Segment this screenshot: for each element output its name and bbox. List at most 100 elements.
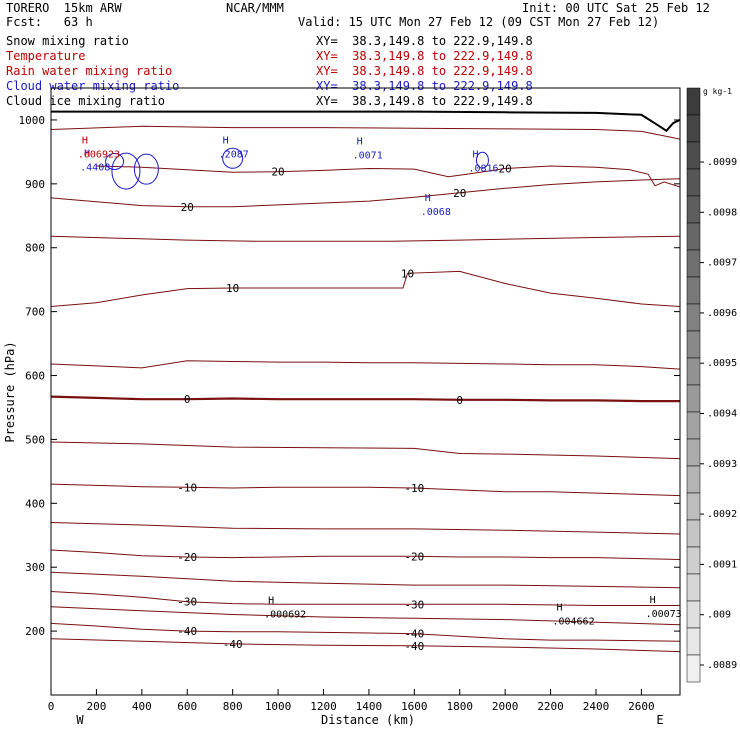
colorbar-swatch [686,519,701,548]
valid-label: Valid: 15 UTC Mon 27 Feb 12 (09 CST Mon … [298,15,660,29]
contour-label: 20 [181,201,194,214]
contour-label: -30 [404,598,424,611]
x-tick-label: 2400 [583,700,610,713]
temperature-contour [50,178,681,208]
x-end-label-east: E [656,713,663,727]
x-tick-label: 2000 [492,700,519,713]
contour-label: 0 [456,394,463,407]
contour-label: -40 [404,640,424,653]
colorbar-swatch [686,303,701,332]
x-tick-label: 1400 [356,700,383,713]
x-tick-label: 1600 [401,700,428,713]
colorbar-swatch [686,438,701,467]
x-tick-label: 400 [132,700,152,713]
contour-label: 20 [453,187,466,200]
x-tick-label: 200 [86,700,106,713]
colorbar-swatch [686,654,701,683]
temperature-contour [50,591,680,606]
x-tick-label: 1800 [446,700,473,713]
temperature-contour [50,606,681,626]
temperature-contour [50,441,681,460]
ice-max-marker: H [556,603,562,614]
cloud-water-value-label: .0816 [468,164,498,175]
x-tick-label: 600 [177,700,197,713]
rain-water-value-label: .006923 [78,150,120,161]
colorbar-swatch [686,573,701,602]
colorbar-label: .0089 [707,660,737,671]
field-label: Rain water mixing ratio [6,64,173,78]
colorbar-label: .0093 [707,459,737,470]
y-tick-label: 700 [25,306,45,319]
colorbar-swatch [686,276,701,305]
ice-max-marker: H [268,596,274,607]
contour-label: 20 [271,166,284,179]
colorbar-swatch [686,222,701,251]
colorbar-label: .009 [707,610,731,621]
colorbar-swatch [686,465,701,494]
y-tick-label: 200 [25,625,45,638]
colorbar-unit: g kg-1 [703,87,732,96]
cloud-water-value-label: .2087 [219,150,249,161]
y-tick-label: 500 [25,433,45,446]
colorbar-label: .0095 [707,358,737,369]
temperature-contour [50,270,681,307]
contour-label: -20 [404,550,424,563]
x-tick-label: 1200 [310,700,337,713]
x-tick-label: 0 [48,700,55,713]
colorbar-swatch [686,249,701,278]
rain-water-max-marker: H [82,136,88,147]
cloud-water-max-marker: H [357,136,363,147]
colorbar-label: .0091 [707,559,737,570]
cloud-water-max-marker: H [223,136,229,147]
y-tick-label: 900 [25,178,45,191]
cloud-water-contour [111,152,141,190]
contour-label: -10 [177,481,197,494]
field-xy: XY= 38.3,149.8 to 222.9,149.8 [316,79,533,93]
model-label: TORERO 15km ARW [6,1,122,15]
field-xy: XY= 38.3,149.8 to 222.9,149.8 [316,49,533,63]
field-label: Snow mixing ratio [6,34,129,48]
temperature-contour [50,622,681,642]
x-tick-label: 800 [223,700,243,713]
colorbar-swatch [686,627,701,656]
field-label: Cloud water mixing ratio [6,79,180,93]
y-tick-label: 300 [25,561,45,574]
colorbar-swatch [686,87,701,116]
x-tick-label: 2200 [537,700,564,713]
ice-value-label: .00073 [646,609,682,620]
colorbar-swatch [686,195,701,224]
contour-label: -40 [223,638,243,651]
colorbar-swatch [686,492,701,521]
cloud-water-contour [105,152,125,170]
x-tick-label: 2600 [628,700,655,713]
colorbar-swatch [686,357,701,386]
field-xy: XY= 38.3,149.8 to 222.9,149.8 [316,34,533,48]
colorbar-swatch [686,168,701,197]
contour-label: -20 [177,551,197,564]
colorbar-swatch [686,141,701,170]
y-tick-label: 800 [25,242,45,255]
colorbar-label: .0099 [707,157,737,168]
temperature-contour [50,360,681,370]
field-xy: XY= 38.3,149.8 to 222.9,149.8 [316,94,533,108]
terrain-line [51,110,681,133]
ice-max-marker: H [650,595,656,606]
temperature-contour [50,549,681,560]
x-end-label-west: W [76,713,84,727]
colorbar-swatch [686,384,701,413]
contour-label: 10 [401,267,414,280]
temperature-contour [50,571,681,589]
cloud-water-value-label: .0071 [353,150,383,161]
temperature-contour [50,638,681,653]
cloud-water-contour [222,147,244,169]
contour-label: -40 [177,625,197,638]
contour-label: -10 [404,482,424,495]
forecast-label: Fcst: 63 h [6,15,93,29]
y-tick-label: 1000 [19,114,46,127]
ice-value-label: .000692 [264,610,306,621]
temperature-contour [50,483,681,497]
colorbar-label: .0097 [707,258,737,269]
cloud-water-value-label: .4408 [80,162,110,173]
y-tick-label: 600 [25,370,45,383]
ice-value-label: .004662 [552,617,594,628]
